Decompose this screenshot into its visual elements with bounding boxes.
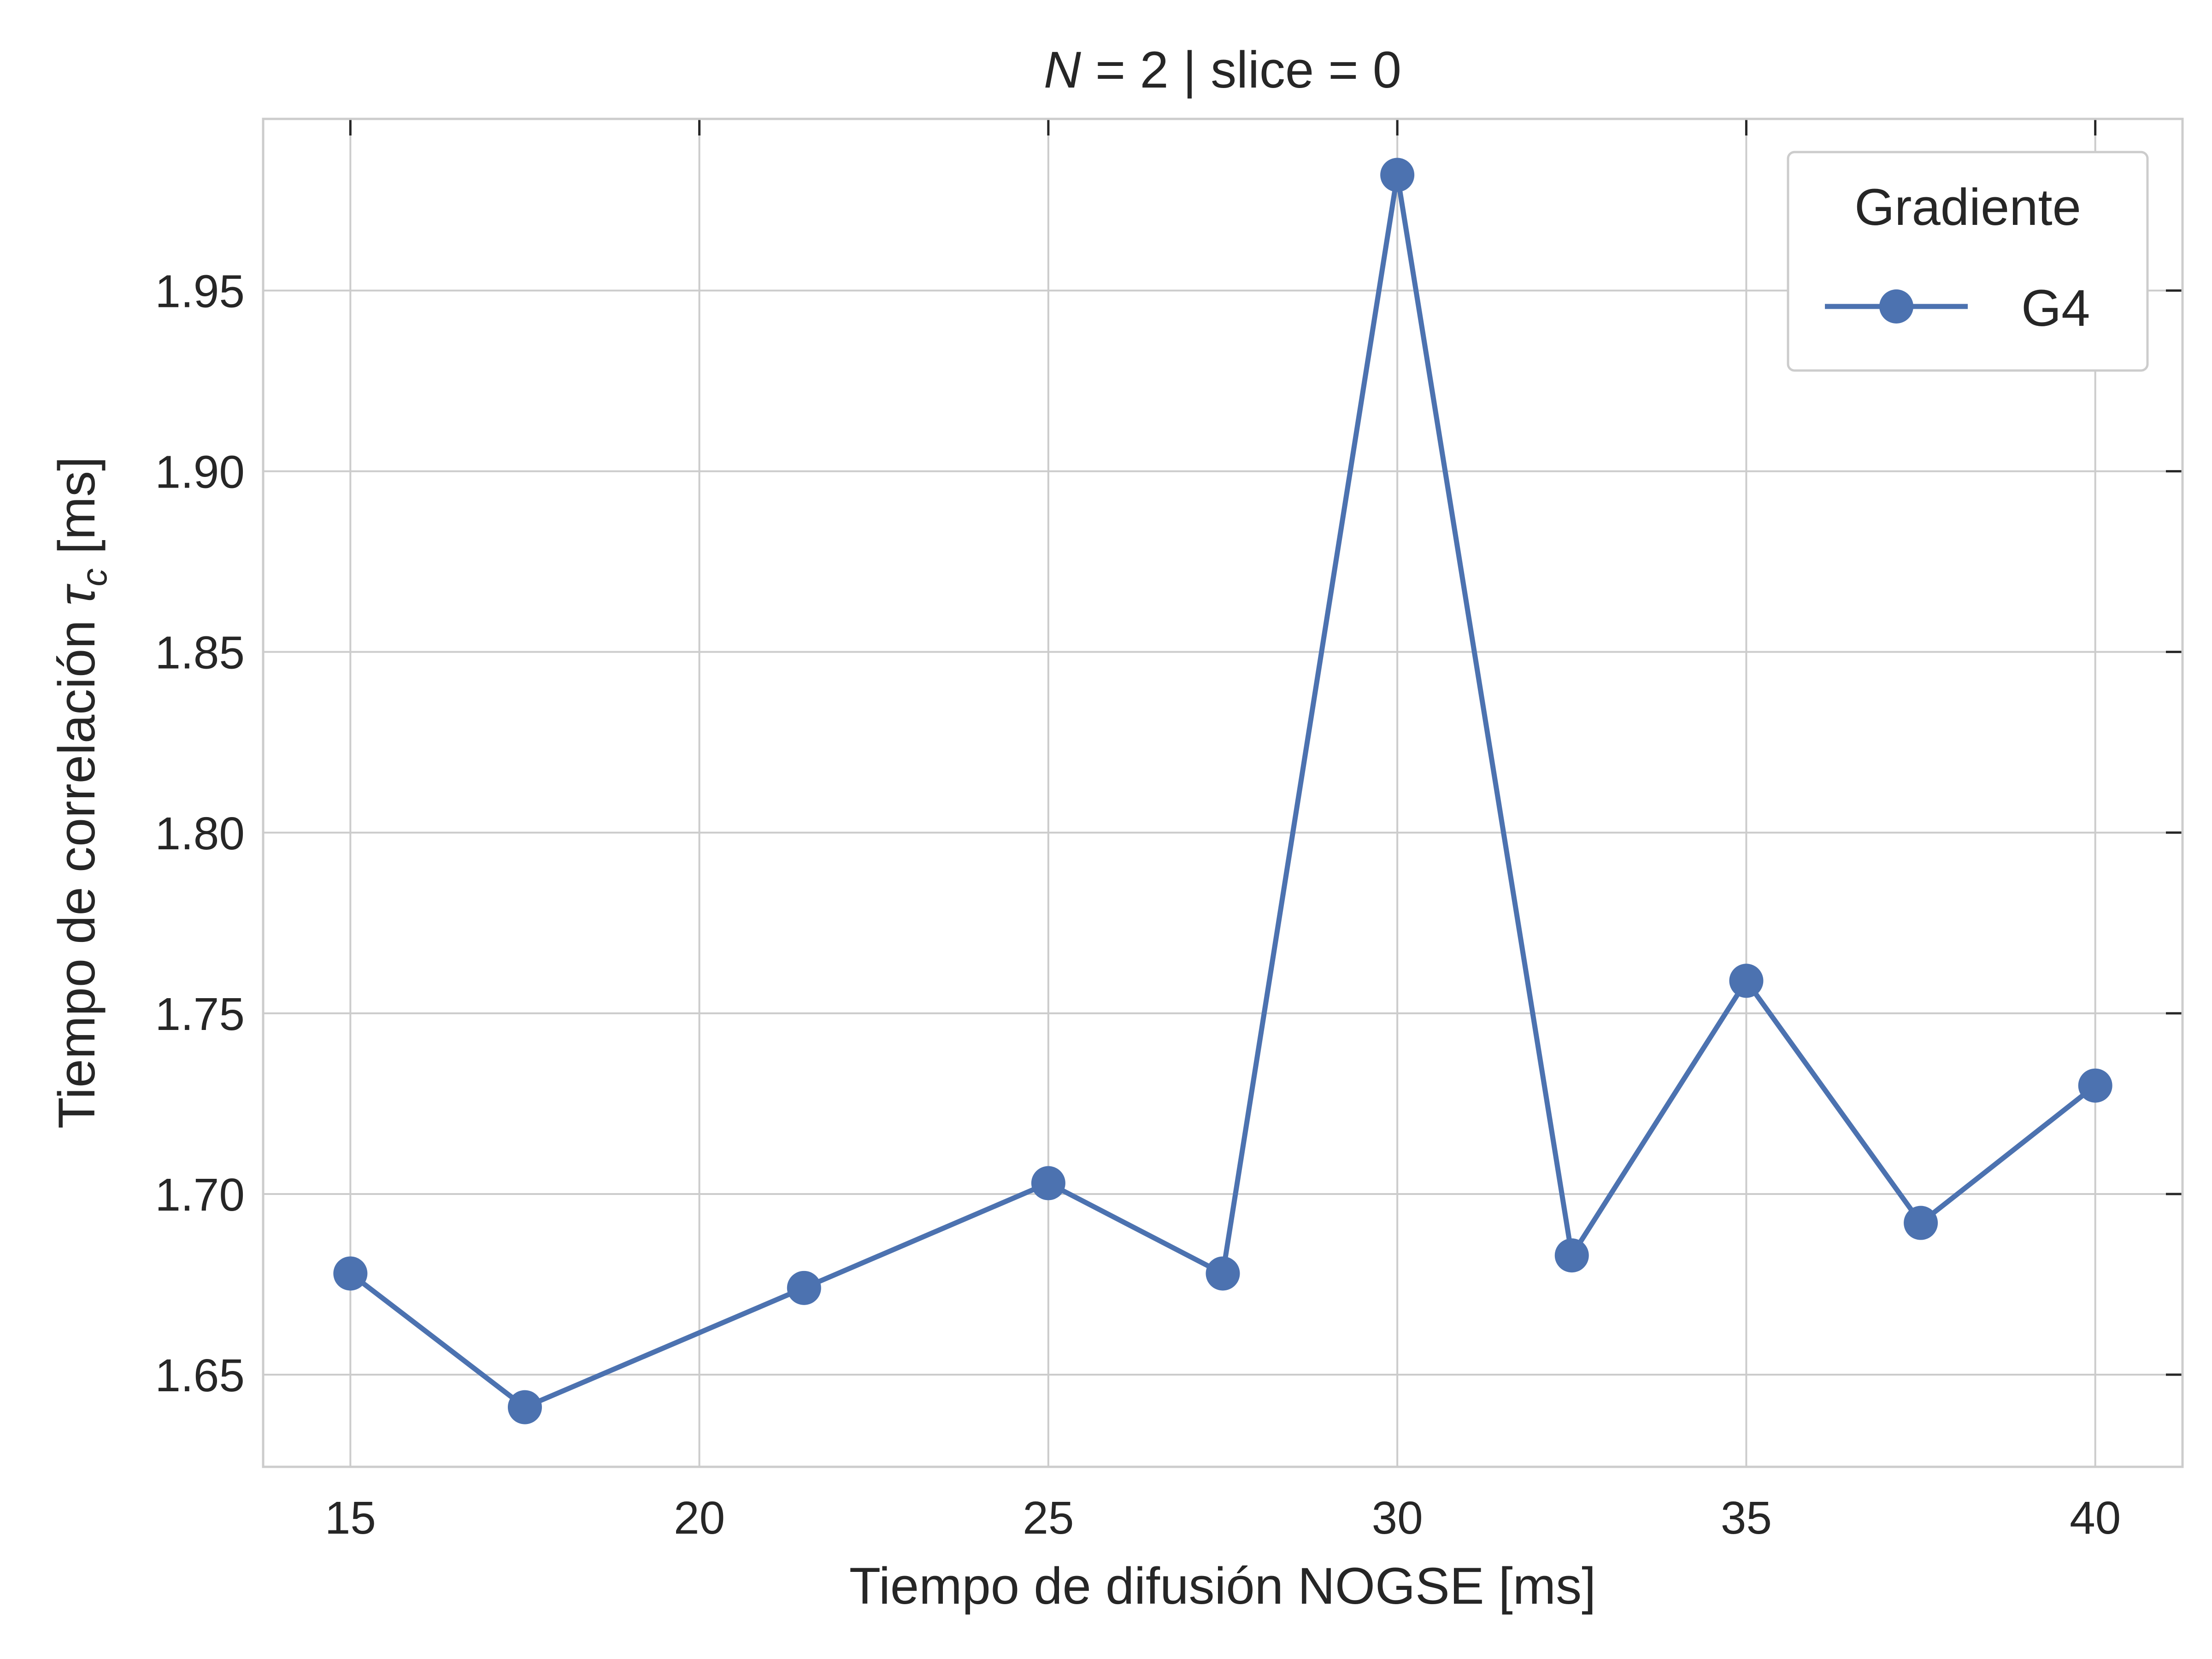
x-tick-label: 30 (1372, 1492, 1423, 1544)
y-tick-label: 1.80 (155, 808, 245, 859)
x-tick-labels: 15 20 25 30 35 40 (325, 1492, 2121, 1544)
data-point (2078, 1068, 2112, 1103)
y-tick-label: 1.70 (155, 1169, 245, 1221)
data-point (1031, 1166, 1065, 1200)
x-tick-label: 35 (1721, 1492, 1772, 1544)
data-point (1729, 964, 1764, 998)
y-tick-labels: 1.65 1.70 1.75 1.80 1.85 1.90 1.95 (155, 265, 245, 1401)
y-tick-label: 1.95 (155, 265, 245, 317)
plot-frame (262, 118, 2184, 1468)
y-tick-label: 1.65 (155, 1350, 245, 1401)
data-point (1206, 1256, 1240, 1291)
tick-marks (349, 119, 2183, 1376)
y-axis-label-symbol: τ (48, 583, 106, 606)
legend-marker-swatch (1879, 289, 1913, 324)
legend-box (1787, 151, 2149, 372)
legend-label: G4 (2021, 279, 2090, 337)
x-tick-label: 15 (325, 1492, 376, 1544)
x-tick-label: 20 (674, 1492, 725, 1544)
data-point (507, 1390, 542, 1424)
y-tick-label: 1.90 (155, 447, 245, 498)
legend: Gradiente G4 (1787, 151, 2149, 372)
data-point (1904, 1206, 1938, 1240)
grid-lines (263, 119, 2183, 1467)
x-tick-label: 25 (1023, 1492, 1074, 1544)
y-axis-label: Tiempo de correlación τc [ms] (48, 457, 114, 1129)
chart-title: N = 2 | slice = 0 (1044, 41, 1401, 99)
data-point (787, 1271, 821, 1305)
y-axis-label-text: Tiempo de correlación (48, 606, 106, 1129)
y-tick-label: 1.85 (155, 627, 245, 679)
data-point (333, 1256, 368, 1291)
x-axis-label: Tiempo de difusión NOGSE [ms] (849, 1557, 1596, 1615)
series-line (347, 172, 2098, 1410)
data-point (1554, 1238, 1589, 1273)
y-axis-label-subscript: c (74, 568, 114, 586)
series-G4 (333, 158, 2112, 1424)
title-text: = 2 | slice = 0 (1081, 41, 1401, 99)
title-variable: N (1044, 41, 1081, 99)
y-axis-label-unit: [ms] (48, 457, 106, 569)
data-point (1380, 158, 1415, 192)
legend-title: Gradiente (1854, 178, 2081, 236)
x-tick-label: 40 (2070, 1492, 2121, 1544)
y-tick-label: 1.75 (155, 988, 245, 1040)
series-layer (333, 158, 2112, 1424)
